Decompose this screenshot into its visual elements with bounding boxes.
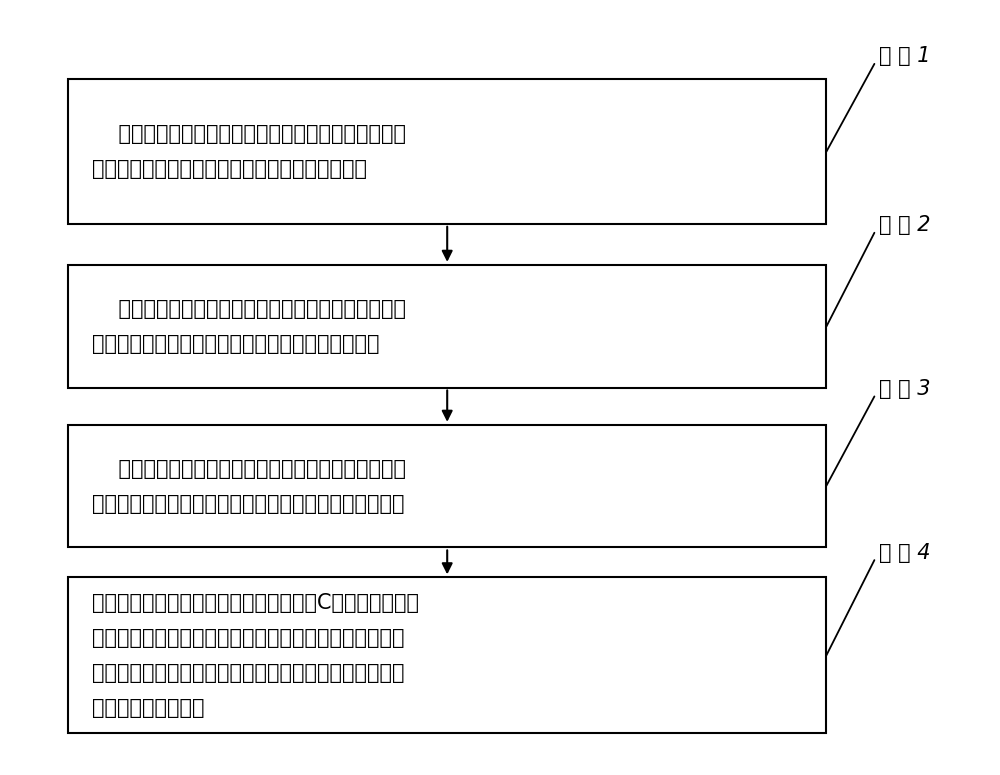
Text: 获取各检测区段最高频本征模态函数分量能谱熵因子值；: 获取各检测区段最高频本征模态函数分量能谱熵因子值； (92, 494, 404, 514)
Text: 地故障时刻前一个周期与后一个周期的零模电流；: 地故障时刻前一个周期与后一个周期的零模电流； (92, 159, 367, 179)
Text: 验模态分解后，选取出其最高频本征模态函数分量；: 验模态分解后，选取出其最高频本征模态函数分量； (92, 333, 380, 353)
Text: 步 骤 2: 步 骤 2 (879, 215, 931, 236)
Bar (68, 425, 826, 547)
Bar (68, 79, 826, 224)
Text: 步 骤 3: 步 骤 3 (879, 379, 931, 399)
Text: 根据各检测点最高频本征模态函数分量的能谱熵值，: 根据各检测点最高频本征模态函数分量的能谱熵值， (92, 459, 406, 479)
Text: 当小电流接地系统发生单相接地故障时，记录单相接: 当小电流接地系统发生单相接地故障时，记录单相接 (92, 124, 406, 144)
Text: 行聚类分析，将出现区段数目最多的那一类判定为健全类: 行聚类分析，将出现区段数目最多的那一类判定为健全类 (92, 628, 404, 648)
Text: 类，也即故障区段。: 类，也即故障区段。 (92, 698, 205, 718)
Text: 将能谱熵因子值组成的样本集数据经模糊C均值聚类方法进: 将能谱熵因子值组成的样本集数据经模糊C均值聚类方法进 (92, 593, 419, 613)
Text: 步 骤 1: 步 骤 1 (879, 46, 931, 67)
Text: 步 骤 4: 步 骤 4 (879, 542, 931, 563)
Text: ，即健全区段，将出现区段数目最少的那一类判定为故障: ，即健全区段，将出现区段数目最少的那一类判定为故障 (92, 663, 404, 683)
Bar (68, 577, 826, 733)
Text: 将单相接地故障时刻的暂态零模电流纯故障分量经经: 将单相接地故障时刻的暂态零模电流纯故障分量经经 (92, 298, 406, 319)
Bar (68, 265, 826, 388)
